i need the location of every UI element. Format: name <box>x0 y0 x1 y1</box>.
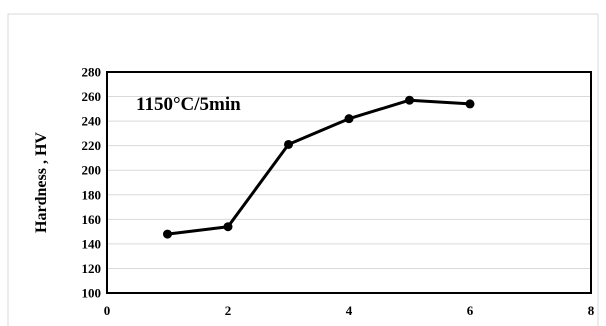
series-line <box>167 98 471 236</box>
condition-annotation: 1150°C/5min <box>136 94 241 115</box>
data-point <box>344 114 354 124</box>
x-tick-label: 8 <box>588 303 595 318</box>
data-point <box>465 99 475 109</box>
y-tick-label: 200 <box>82 163 102 178</box>
y-tick-label: 260 <box>82 89 102 104</box>
y-tick-label: 140 <box>82 236 102 251</box>
data-point <box>223 222 233 232</box>
y-axis-title: Hardness , HV <box>33 132 50 233</box>
y-tick-labels: 100 120 140 160 180 200 220 240 260 280 <box>82 65 102 301</box>
y-tick-label: 160 <box>82 212 102 227</box>
y-tick-label: 180 <box>82 187 102 202</box>
y-tick-label: 240 <box>82 114 102 129</box>
y-tick-label: 220 <box>82 138 102 153</box>
y-tick-label: 280 <box>82 65 102 80</box>
x-tick-label: 0 <box>104 303 111 318</box>
plot-frame <box>106 71 592 294</box>
y-tick-label: 100 <box>82 286 102 301</box>
data-point <box>163 229 172 239</box>
y-tick-label: 120 <box>82 261 102 276</box>
grid-lines <box>107 96 591 269</box>
x-tick-label: 2 <box>225 303 232 318</box>
x-tick-labels: 0 2 4 6 8 <box>104 303 595 318</box>
data-point <box>284 139 293 149</box>
data-points <box>163 95 475 239</box>
x-tick-label: 4 <box>346 303 353 318</box>
x-tick-label: 6 <box>467 303 474 318</box>
data-point <box>405 95 414 105</box>
